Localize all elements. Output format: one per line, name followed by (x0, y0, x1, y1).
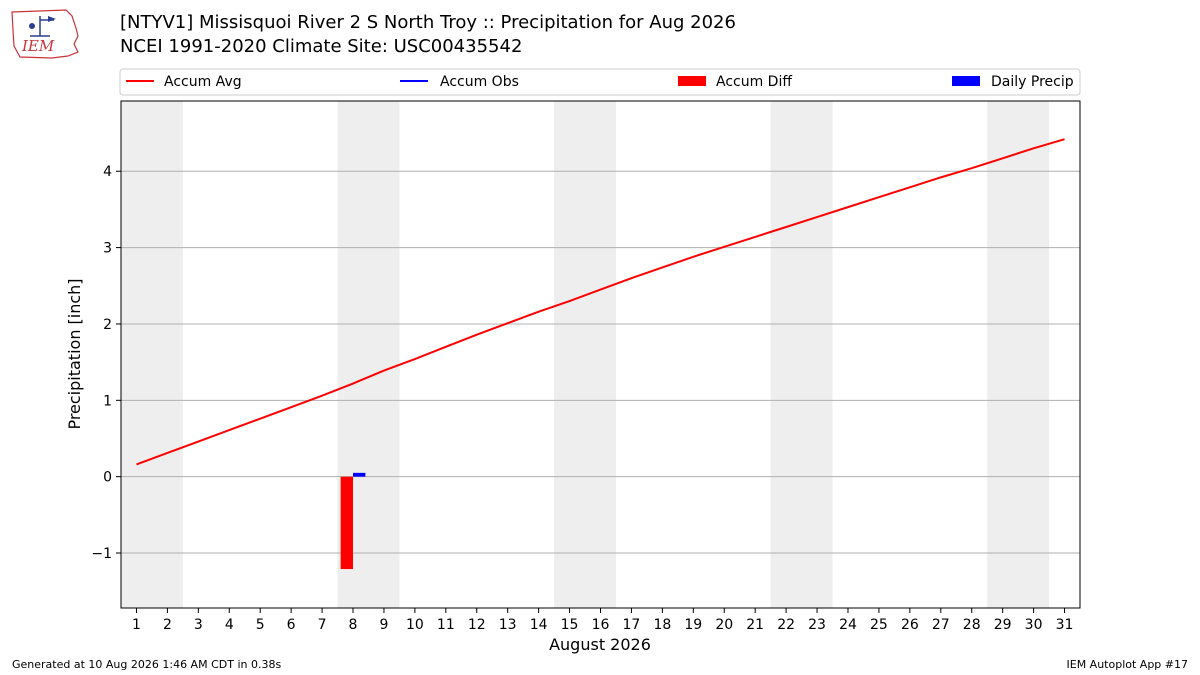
x-tick-label: 15 (561, 617, 579, 633)
legend-daily-precip-swatch (952, 76, 980, 86)
accum-diff-bar (340, 476, 354, 570)
x-tick-label: 20 (715, 617, 733, 633)
legend-accum-diff-swatch (678, 76, 706, 86)
app-credit: IEM Autoplot App #17 (1066, 658, 1189, 671)
x-tick-label: 8 (349, 617, 358, 633)
iem-logo: IEM (11, 9, 79, 59)
y-axis-ticks: −1 0 1 2 3 4 (91, 164, 121, 562)
x-tick-label: 9 (379, 617, 388, 633)
weekend-shading (121, 101, 1050, 608)
y-tick-label: 3 (103, 241, 112, 257)
x-tick-label: 28 (963, 617, 981, 633)
weekend-shade (554, 101, 616, 608)
x-tick-label: 14 (530, 617, 548, 633)
legend-accum-obs-label: Accum Obs (440, 74, 519, 90)
x-tick-label: 6 (287, 617, 296, 633)
y-gridlines (121, 170, 1080, 554)
weekend-shade (770, 101, 833, 608)
y-axis-label: Precipitation [inch] (65, 278, 84, 429)
x-tick-label: 17 (623, 617, 641, 633)
line-marks (136, 138, 1065, 466)
x-tick-label: 21 (746, 617, 764, 633)
x-tick-label: 27 (932, 617, 950, 633)
bar-marks (340, 472, 366, 570)
y-tick-label: 2 (103, 317, 112, 333)
x-tick-label: 13 (499, 617, 517, 633)
legend-frame (119, 68, 1081, 96)
x-tick-label: 30 (1025, 617, 1043, 633)
y-tick-label: 4 (103, 164, 112, 180)
x-tick-label: 29 (994, 617, 1012, 633)
x-tick-label: 31 (1056, 617, 1074, 633)
chart-subtitle: NCEI 1991-2020 Climate Site: USC00435542 (120, 36, 523, 57)
x-tick-label: 2 (163, 617, 172, 633)
x-tick-label: 1 (132, 617, 141, 633)
x-axis-ticks: 1 2 3 4 5 6 7 8 9 10 11 12 13 14 15 16 17 18 19 20 21 22 23 24 2… (132, 608, 1073, 633)
y-tick-label: 0 (103, 470, 112, 486)
legend-daily-precip-label: Daily Precip (991, 74, 1074, 90)
x-tick-label: 5 (256, 617, 265, 633)
y-tick-label: 1 (103, 393, 112, 409)
x-tick-label: 24 (839, 617, 857, 633)
chart-title: [NTYV1] Missisquoi River 2 S North Troy … (120, 12, 736, 33)
x-tick-label: 22 (777, 617, 795, 633)
weekend-shade (121, 101, 183, 608)
x-tick-label: 23 (808, 617, 826, 633)
x-tick-label: 19 (684, 617, 702, 633)
accum-avg-line (136, 138, 1065, 466)
x-tick-label: 4 (225, 617, 234, 633)
legend: Accum Avg Accum Obs Accum Diff Daily Pre… (119, 68, 1081, 96)
legend-accum-diff-label: Accum Diff (716, 74, 792, 90)
logo-text: IEM (21, 37, 55, 55)
x-axis-label: August 2026 (549, 635, 651, 654)
x-tick-label: 25 (870, 617, 888, 633)
x-tick-label: 3 (194, 617, 203, 633)
y-tick-label: −1 (91, 546, 112, 562)
daily-precip-bar (353, 472, 366, 477)
weekend-shade (987, 101, 1050, 608)
x-tick-label: 12 (468, 617, 486, 633)
x-tick-label: 26 (901, 617, 919, 633)
x-tick-label: 10 (406, 617, 424, 633)
x-tick-label: 16 (592, 617, 610, 633)
x-tick-label: 11 (437, 617, 455, 633)
x-tick-label: 18 (653, 617, 671, 633)
legend-accum-avg-label: Accum Avg (164, 74, 242, 90)
generated-timestamp: Generated at 10 Aug 2026 1:46 AM CDT in … (12, 658, 282, 671)
weather-station-icon (29, 16, 56, 37)
x-tick-label: 7 (318, 617, 327, 633)
